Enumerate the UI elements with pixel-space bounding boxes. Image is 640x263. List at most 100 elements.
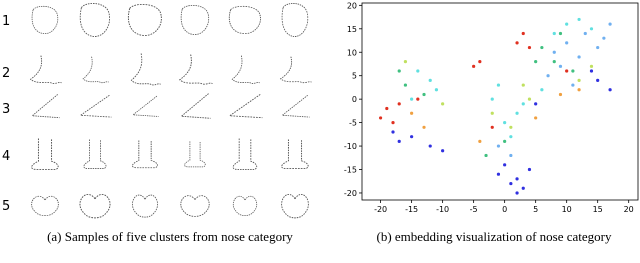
y-tick-label: -10 xyxy=(344,142,357,151)
point xyxy=(484,153,488,158)
point xyxy=(534,60,538,64)
point xyxy=(410,111,414,115)
x-tick-label: -15 xyxy=(405,205,418,214)
point xyxy=(565,41,569,45)
point xyxy=(496,144,501,148)
row-label: 5 xyxy=(2,199,10,214)
sketch xyxy=(132,95,159,117)
sketch xyxy=(31,5,59,34)
point xyxy=(391,121,395,125)
point xyxy=(534,116,538,120)
x-tick-label: -5 xyxy=(470,205,478,214)
point xyxy=(496,172,501,176)
point xyxy=(515,177,519,181)
point xyxy=(558,31,563,36)
point xyxy=(527,97,532,101)
caption-a: (a) Samples of five clusters from nose c… xyxy=(47,229,293,244)
sketch xyxy=(280,56,312,84)
sketch xyxy=(80,94,112,118)
point xyxy=(589,69,594,73)
sketch xyxy=(130,52,161,86)
point xyxy=(602,36,606,40)
y-tick-label: -15 xyxy=(344,166,357,175)
point xyxy=(571,69,575,73)
point xyxy=(441,102,445,106)
sketch xyxy=(82,56,109,84)
point xyxy=(410,135,414,139)
point xyxy=(509,125,513,129)
y-tick-label: -20 xyxy=(344,189,357,198)
x-tick-label: -20 xyxy=(374,205,387,214)
row-label: 3 xyxy=(2,102,10,117)
point xyxy=(403,83,408,87)
point xyxy=(496,83,501,87)
point xyxy=(397,102,401,106)
sketch xyxy=(179,54,213,85)
x-tick-label: 10 xyxy=(562,205,572,214)
point xyxy=(515,111,519,115)
sketch xyxy=(31,138,59,170)
point xyxy=(422,125,426,129)
x-tick-label: 15 xyxy=(593,205,603,214)
sketch xyxy=(31,93,60,119)
x-tick-label: -10 xyxy=(436,205,449,214)
point xyxy=(490,97,494,101)
point xyxy=(534,102,538,106)
point xyxy=(546,74,550,78)
point xyxy=(540,88,544,92)
point xyxy=(596,45,600,50)
point xyxy=(583,31,587,36)
point xyxy=(478,139,482,143)
sketch xyxy=(132,194,158,218)
point xyxy=(422,92,426,97)
point xyxy=(558,64,563,68)
point xyxy=(391,130,395,134)
point xyxy=(577,55,581,59)
sketch xyxy=(79,2,111,37)
plot-frame xyxy=(361,2,639,201)
sketch xyxy=(231,55,260,84)
point xyxy=(608,22,612,26)
point xyxy=(589,27,594,31)
point xyxy=(416,97,420,101)
x-tick-label: 0 xyxy=(502,205,507,214)
point xyxy=(527,167,532,172)
point xyxy=(521,102,525,106)
row-label: 1 xyxy=(2,14,10,29)
row-label: 2 xyxy=(2,66,10,81)
point xyxy=(503,139,507,143)
point xyxy=(558,92,563,97)
point xyxy=(565,22,569,26)
point xyxy=(521,31,525,36)
sketch xyxy=(281,138,309,170)
sketch xyxy=(31,195,59,217)
y-tick-label: -5 xyxy=(349,119,357,128)
y-tick-label: 10 xyxy=(347,48,357,57)
point xyxy=(552,50,556,54)
point xyxy=(490,111,494,115)
point xyxy=(596,78,600,82)
sketch-grid xyxy=(30,2,312,219)
point xyxy=(441,149,445,153)
point xyxy=(521,186,525,190)
sketch xyxy=(127,3,162,37)
point xyxy=(397,139,401,143)
point xyxy=(503,163,507,167)
point xyxy=(577,78,581,82)
point xyxy=(434,88,439,92)
point xyxy=(478,60,482,64)
row-label: 4 xyxy=(2,149,10,164)
sketch xyxy=(30,55,62,84)
sketch xyxy=(180,195,210,217)
point xyxy=(503,121,507,125)
point xyxy=(565,69,569,73)
sketch xyxy=(79,193,111,219)
sketch xyxy=(229,93,263,119)
point xyxy=(509,181,513,186)
y-tick-label: 5 xyxy=(352,72,357,81)
point xyxy=(577,88,581,92)
point xyxy=(509,153,513,158)
x-tick-label: 20 xyxy=(624,205,634,214)
point xyxy=(589,64,594,68)
